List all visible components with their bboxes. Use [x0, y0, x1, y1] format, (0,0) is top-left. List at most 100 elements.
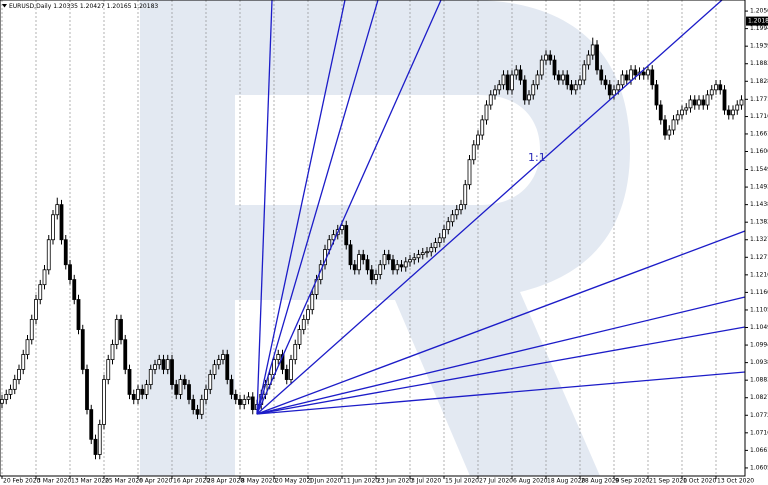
symbol: EURUSD,Daily — [9, 3, 52, 10]
candle-body — [624, 74, 629, 81]
candle-body — [378, 264, 383, 275]
y-tick-label: 1.08275 — [750, 394, 768, 401]
candle-body — [157, 359, 162, 366]
candle-body — [136, 388, 140, 400]
candle-body — [89, 409, 94, 440]
candle-body — [586, 54, 591, 66]
candle-body — [459, 204, 463, 211]
x-tick-label: 13 Oct 2020 — [717, 478, 754, 485]
candle-body — [480, 119, 485, 136]
candle-body — [654, 84, 659, 106]
candle-body — [110, 344, 115, 361]
y-tick-label: 1.06055 — [750, 464, 768, 471]
y-tick-label: 1.07720 — [750, 412, 768, 419]
candle-body — [603, 79, 608, 86]
candle-body — [191, 399, 196, 410]
candle-body — [119, 319, 123, 341]
candle-body — [633, 69, 638, 76]
candle-body — [535, 74, 540, 86]
x-tick-label: 6 Aug 2020 — [513, 478, 548, 485]
candle-body — [280, 354, 285, 370]
candle-body — [148, 369, 153, 385]
x-tick-label: 20 Feb 2020 — [3, 478, 41, 485]
menu-arrow — [2, 4, 7, 8]
candle-body — [233, 393, 238, 400]
candle-body — [276, 354, 281, 361]
fan-label: 1:1 — [528, 151, 546, 164]
x-tick-label: 3 Mar 2020 — [37, 478, 71, 485]
candle-body — [667, 129, 672, 136]
candle-body — [301, 319, 306, 330]
candle-body — [114, 319, 119, 345]
candle-body — [599, 69, 604, 81]
y-tick-label: 1.09940 — [750, 342, 768, 349]
y-tick-label: 1.16615 — [750, 130, 768, 137]
candle-body — [344, 225, 349, 246]
candle-body — [471, 144, 476, 161]
gann-fan-line — [256, 371, 746, 415]
candle-body — [514, 69, 519, 76]
candle-body — [501, 74, 506, 86]
x-tick-label: 8 May 2020 — [241, 478, 276, 485]
candle-body — [242, 399, 247, 405]
candle-body — [17, 369, 21, 380]
candle-body — [221, 354, 225, 361]
candle-body — [709, 89, 714, 96]
candle-body — [293, 344, 298, 361]
candle-body — [80, 329, 85, 370]
x-tick-label: 16 Apr 2020 — [173, 478, 210, 485]
candle-body — [352, 264, 357, 271]
candle-body — [518, 69, 523, 81]
candle-body — [382, 254, 387, 266]
candle-body — [544, 54, 548, 61]
gann-fan-line — [256, 0, 723, 415]
y-tick-label: 1.19945 — [750, 25, 768, 32]
candle-body — [63, 239, 68, 266]
y-tick-label: 1.11050 — [750, 306, 768, 313]
candle-body — [55, 204, 60, 216]
candle-body — [4, 393, 9, 400]
candle-body — [552, 59, 557, 76]
candle-body — [38, 284, 43, 300]
candle-body — [510, 74, 514, 91]
candle-body — [718, 84, 723, 91]
candle-body — [12, 379, 17, 390]
y-tick-label: 1.16060 — [750, 148, 768, 155]
candle-body — [616, 84, 621, 91]
x-tick-label: 1 Oct 2020 — [683, 478, 716, 485]
y-tick-label: 1.10495 — [750, 324, 768, 331]
candle-body — [25, 339, 30, 355]
candle-body — [433, 242, 438, 249]
watermark — [140, 0, 630, 476]
candle-body — [42, 269, 47, 286]
candle-body — [548, 54, 553, 61]
header-value: 1.20335 — [53, 3, 78, 10]
candle-body — [29, 319, 34, 341]
candle-body — [365, 259, 370, 271]
y-tick-label: 1.18280 — [750, 78, 768, 85]
candle-body — [182, 379, 187, 385]
candle-body — [476, 134, 480, 146]
x-tick-label: 11 Jun 2020 — [343, 478, 379, 485]
candle-body — [505, 74, 510, 91]
candle-body — [170, 359, 174, 385]
header-value: 1.20165 — [107, 3, 132, 10]
gann-fan-line — [256, 296, 746, 415]
candle-body — [310, 294, 315, 311]
y-tick-label: 1.17165 — [750, 113, 768, 120]
candle-body — [102, 379, 106, 425]
candle-body — [8, 388, 13, 395]
candle-body — [68, 264, 72, 280]
candle-body — [357, 254, 361, 271]
y-tick-label: 1.09385 — [750, 359, 768, 366]
candle-body — [395, 264, 400, 271]
candle-body — [284, 369, 289, 380]
candle-body — [391, 259, 395, 271]
candle-body — [187, 384, 191, 400]
candle-body — [216, 359, 221, 366]
axes: 1.20500 1.19945 1.19390 1.18835 1.18280 1.177… — [1, 8, 768, 485]
candle-body — [327, 239, 332, 250]
candle-body — [403, 261, 408, 268]
candle-body — [369, 269, 374, 280]
chart-header: EURUSD,Daily 1.20335 1.20427 1.20165 1.2… — [9, 3, 158, 10]
